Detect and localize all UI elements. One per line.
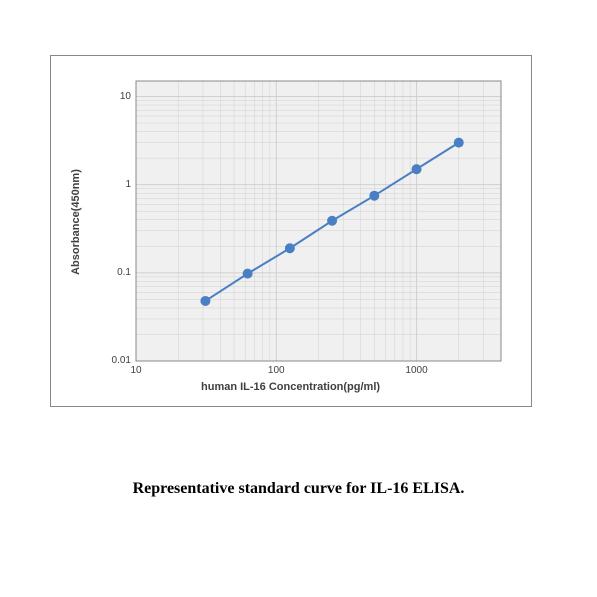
x-tick-label: 100	[256, 365, 296, 376]
grid-and-curve	[136, 81, 501, 361]
y-tick-label: 10	[101, 91, 131, 102]
x-tick-label: 1000	[397, 365, 437, 376]
y-tick-label: 1	[101, 179, 131, 190]
x-tick-label: 10	[116, 365, 156, 376]
figure-caption: Representative standard curve for IL-16 …	[0, 480, 597, 498]
chart-panel: Absorbance(450nm) human IL-16 Concentrat…	[50, 55, 532, 407]
y-axis-label: Absorbance(450nm)	[70, 169, 82, 275]
y-tick-label: 0.1	[101, 267, 131, 278]
plot-area	[136, 81, 501, 361]
x-axis-label: human IL-16 Concentration(pg/ml)	[201, 381, 380, 393]
